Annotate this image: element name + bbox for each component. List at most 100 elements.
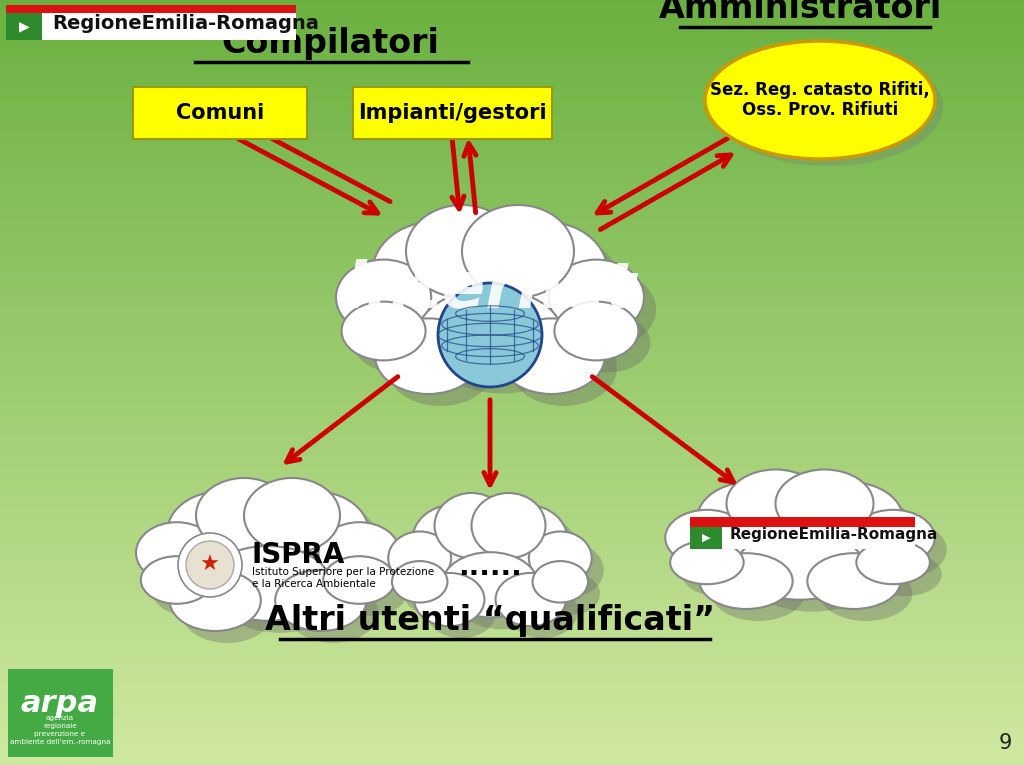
Bar [0,55,1024,59]
Bar [0,415,1024,418]
Bar [0,578,1024,581]
Bar [0,703,1024,706]
Bar [0,356,1024,360]
Bar [0,568,1024,571]
Bar [0,547,1024,551]
Bar [0,537,1024,541]
Bar [0,749,1024,752]
Ellipse shape [153,568,225,616]
Bar [0,646,1024,650]
Bar [0,621,1024,625]
Bar [0,168,1024,171]
Bar [0,338,1024,342]
Bar [0,721,1024,724]
Bar [0,321,1024,324]
Ellipse shape [856,541,930,584]
Bar [0,60,1024,63]
Bar [0,126,1024,130]
Text: Compilatori: Compilatori [221,27,439,60]
Ellipse shape [508,585,578,638]
Bar [0,501,1024,505]
Ellipse shape [324,556,395,604]
Circle shape [178,533,242,597]
Text: 9: 9 [998,733,1012,753]
Bar [0,585,1024,589]
Bar [0,463,1024,467]
Text: ISPRA: ISPRA [252,541,345,569]
Bar [0,397,1024,400]
Bar [0,152,1024,155]
Text: ▶: ▶ [701,533,711,543]
Bar [0,522,1024,526]
Ellipse shape [713,48,943,166]
Bar [0,305,1024,308]
Ellipse shape [775,470,873,538]
Ellipse shape [677,522,761,578]
Bar [0,183,1024,186]
Bar [0,384,1024,388]
Bar [0,142,1024,145]
Ellipse shape [201,495,335,597]
Bar [0,506,1024,510]
Bar [0,264,1024,268]
Bar [0,583,1024,587]
Bar [0,407,1024,411]
Bar [0,662,1024,666]
Bar [0,649,1024,653]
Ellipse shape [136,522,218,584]
Bar [0,137,1024,140]
Bar [0,606,1024,610]
Ellipse shape [510,330,616,406]
Bar [0,516,1024,520]
Ellipse shape [712,565,805,621]
Bar [0,221,1024,224]
Bar [0,111,1024,115]
Ellipse shape [483,505,557,570]
Ellipse shape [738,481,837,550]
Bar [0,295,1024,298]
Bar [0,193,1024,197]
Bar [0,736,1024,740]
Text: Comuni: Comuni [176,103,264,123]
Ellipse shape [731,485,868,578]
Bar [0,581,1024,584]
Ellipse shape [406,205,518,298]
Bar [0,330,1024,334]
Bar [0,680,1024,683]
Bar [0,24,1024,28]
Text: ★: ★ [200,555,220,575]
Bar [0,216,1024,220]
Bar [0,379,1024,382]
Ellipse shape [388,532,452,584]
Bar [0,417,1024,421]
Bar [0,726,1024,729]
Ellipse shape [484,222,607,323]
Bar [0,252,1024,255]
Ellipse shape [148,534,229,595]
Bar [0,208,1024,212]
Bar [0,448,1024,451]
Bar [0,30,1024,33]
Ellipse shape [424,517,506,588]
Bar [0,310,1024,314]
Ellipse shape [342,301,426,360]
Bar [0,218,1024,222]
Ellipse shape [373,222,496,323]
Bar [0,226,1024,230]
Bar [0,688,1024,691]
Bar [0,677,1024,681]
Bar [0,455,1024,459]
Bar [0,734,1024,737]
Ellipse shape [787,481,886,550]
Ellipse shape [549,259,644,335]
Bar [0,279,1024,283]
Bar [0,177,1024,181]
Bar [0,254,1024,258]
Ellipse shape [413,505,494,576]
Bar [0,652,1024,656]
Bar [0,754,1024,757]
Bar [0,575,1024,579]
Bar [0,573,1024,576]
Ellipse shape [438,508,542,597]
Bar [0,483,1024,487]
